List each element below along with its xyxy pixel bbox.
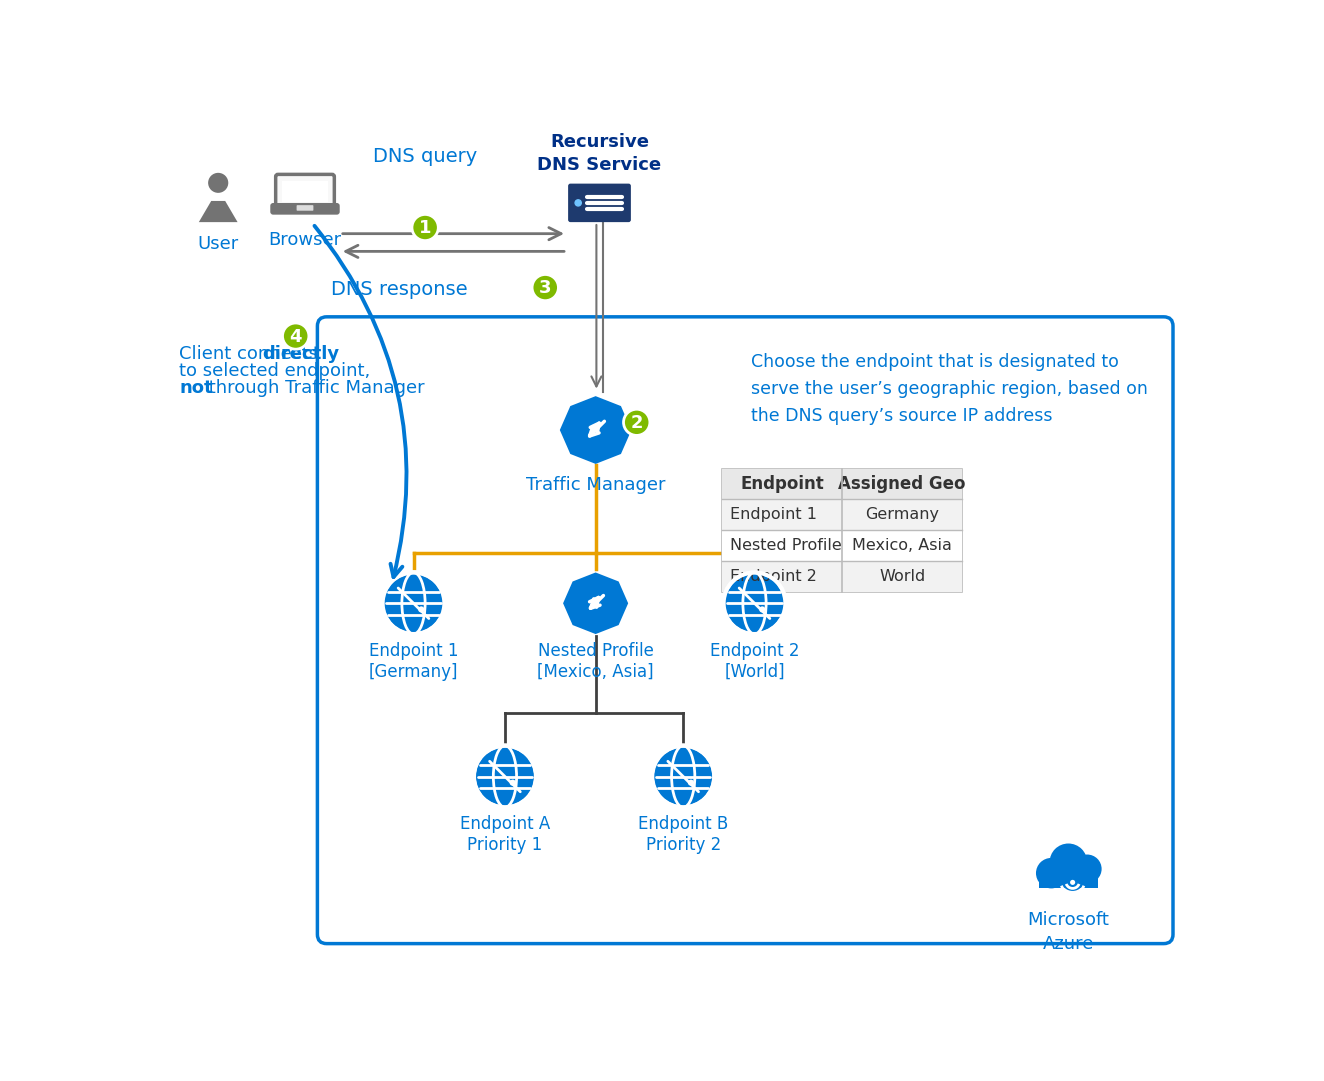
Circle shape [1070,880,1075,885]
FancyArrowPatch shape [315,226,406,577]
Circle shape [1061,867,1084,891]
Circle shape [510,779,516,786]
Text: Assigned Geo: Assigned Geo [838,475,967,493]
FancyBboxPatch shape [1038,873,1098,889]
Text: not: not [180,379,213,397]
Circle shape [412,214,438,241]
Circle shape [1072,854,1102,883]
FancyBboxPatch shape [297,205,314,211]
Text: Germany: Germany [865,507,939,522]
Circle shape [759,606,765,613]
FancyBboxPatch shape [282,181,328,202]
FancyBboxPatch shape [271,204,339,213]
Text: to selected endpoint,: to selected endpoint, [180,362,371,381]
Circle shape [208,173,228,192]
Text: Endpoint 1: Endpoint 1 [730,507,817,522]
Text: Endpoint 2: Endpoint 2 [730,569,817,584]
Text: 2: 2 [630,414,643,432]
Text: DNS response: DNS response [331,280,467,298]
FancyBboxPatch shape [318,317,1173,944]
FancyBboxPatch shape [722,499,963,530]
Text: 4: 4 [290,328,302,346]
Circle shape [380,570,446,637]
Circle shape [474,746,536,808]
Text: through Traffic Manager: through Traffic Manager [203,379,424,397]
Text: DNS query: DNS query [373,147,477,165]
Text: directly: directly [262,345,339,363]
Circle shape [723,573,785,635]
Circle shape [624,410,650,436]
Circle shape [532,275,559,301]
Text: Endpoint: Endpoint [740,475,824,493]
Text: Mexico, Asia: Mexico, Asia [853,538,952,553]
Text: 1: 1 [418,219,432,238]
Circle shape [688,779,694,786]
FancyBboxPatch shape [275,174,335,206]
Text: Endpoint 1
[Germany]: Endpoint 1 [Germany] [369,642,458,681]
Text: 3: 3 [539,279,552,297]
Polygon shape [199,201,237,222]
Circle shape [471,744,539,810]
Circle shape [418,606,425,613]
Text: Endpoint A
Priority 1: Endpoint A Priority 1 [459,815,549,854]
Text: Traffic Manager: Traffic Manager [526,477,666,494]
Circle shape [722,570,788,637]
Circle shape [575,200,581,206]
Text: Choose the endpoint that is designated to
serve the user’s geographic region, ba: Choose the endpoint that is designated t… [751,353,1148,425]
Text: Microsoft
Azure: Microsoft Azure [1027,911,1110,952]
Circle shape [282,323,308,349]
Circle shape [1050,843,1087,881]
Text: Endpoint B
Priority 2: Endpoint B Priority 2 [638,815,728,854]
Circle shape [650,744,716,810]
Text: Endpoint 2
[World]: Endpoint 2 [World] [710,642,800,681]
Polygon shape [560,396,632,464]
Text: Browser: Browser [269,231,342,250]
Circle shape [383,573,445,635]
Circle shape [1035,858,1067,889]
Text: Nested Profile
[Mexico, Asia]: Nested Profile [Mexico, Asia] [538,642,654,681]
FancyBboxPatch shape [568,184,632,222]
Text: Nested Profile: Nested Profile [730,538,842,553]
Text: World: World [879,569,925,584]
FancyBboxPatch shape [722,530,963,561]
Polygon shape [563,573,628,635]
Circle shape [653,746,714,808]
FancyBboxPatch shape [722,468,963,499]
FancyBboxPatch shape [722,561,963,591]
Text: Client connects: Client connects [180,345,324,363]
FancyBboxPatch shape [722,468,963,591]
Text: User: User [197,236,238,253]
Text: Recursive
DNS Service: Recursive DNS Service [538,133,662,174]
